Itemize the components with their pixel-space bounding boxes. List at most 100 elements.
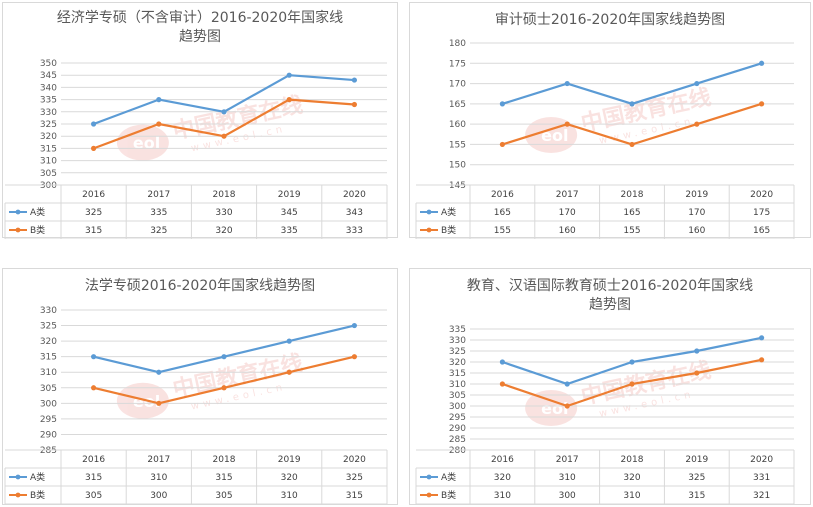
- chart-panel-economics: 经济学专硕（不含审计）2016-2020年国家线 趋势图 eol 中国教育在线 ww…: [2, 2, 398, 239]
- y-tick-label: 305: [40, 384, 57, 394]
- y-tick-label: 290: [40, 430, 57, 440]
- data-table-value: 345: [281, 208, 298, 218]
- y-tick-label: 330: [449, 336, 466, 346]
- x-tick-label: 2017: [147, 455, 170, 465]
- x-tick-label: 2020: [343, 190, 366, 200]
- chart-title: 教育、汉语国际教育硕士2016-2020年国家线 趋势图: [466, 278, 754, 313]
- y-tick-label: 335: [40, 96, 57, 106]
- chart-svg: eol 中国教育在线www.eol.cn280285290295300305310…: [415, 325, 795, 505]
- y-tick-label: 320: [40, 337, 57, 347]
- y-tick-label: 145: [449, 181, 466, 191]
- data-point: [499, 141, 505, 148]
- data-table-value: 325: [346, 473, 363, 483]
- data-point: [694, 80, 700, 87]
- legend-label: B类: [441, 489, 456, 501]
- data-table-value: 310: [559, 473, 576, 483]
- legend-key-marker: [426, 474, 432, 480]
- legend-key-marker: [15, 474, 21, 480]
- data-point: [564, 403, 570, 409]
- data-point: [351, 77, 357, 83]
- y-tick-label: 305: [449, 391, 466, 401]
- y-tick-label: 350: [40, 59, 57, 69]
- y-tick-label: 320: [40, 132, 57, 142]
- y-tick-label: 335: [449, 325, 466, 335]
- x-tick-label: 2018: [213, 190, 236, 200]
- data-point: [499, 101, 505, 107]
- x-tick-label: 2016: [82, 190, 105, 200]
- data-point: [694, 348, 700, 354]
- data-table-value: 331: [753, 473, 770, 483]
- data-table-value: 165: [753, 226, 770, 236]
- y-tick-label: 330: [40, 108, 57, 118]
- data-point: [221, 385, 227, 391]
- x-tick-label: 2017: [556, 455, 579, 465]
- x-tick-label: 2018: [213, 455, 236, 465]
- x-tick-label: 2019: [278, 455, 301, 465]
- y-tick-label: 180: [449, 39, 466, 49]
- legend-key-marker: [426, 227, 432, 233]
- legend-key-marker: [426, 209, 432, 215]
- data-point: [694, 121, 700, 127]
- y-tick-label: 295: [40, 415, 57, 425]
- data-table-value: 335: [150, 208, 167, 218]
- legend-label: A类: [30, 206, 45, 218]
- data-point: [91, 121, 97, 127]
- y-tick-label: 160: [449, 120, 466, 130]
- data-point: [91, 145, 97, 151]
- data-table-value: 315: [85, 473, 102, 483]
- y-tick-label: 300: [449, 402, 466, 412]
- y-tick-label: 320: [449, 358, 466, 368]
- svg-text:eol: eol: [133, 134, 160, 153]
- data-table-value: 310: [623, 491, 640, 501]
- data-point: [221, 354, 227, 360]
- y-tick-label: 315: [40, 144, 57, 154]
- data-point: [286, 369, 292, 375]
- data-point: [499, 359, 505, 365]
- data-table-value: 315: [85, 226, 102, 236]
- y-tick-label: 290: [449, 424, 466, 434]
- data-table-value: 310: [281, 491, 298, 501]
- data-point: [156, 369, 162, 375]
- data-table-value: 175: [753, 208, 770, 218]
- data-table-value: 325: [85, 208, 102, 218]
- y-tick-label: 315: [40, 353, 57, 363]
- chart-svg: eol 中国教育在线www.eol.cn285290295300305310315…: [4, 306, 388, 505]
- y-tick-label: 170: [449, 80, 466, 90]
- data-point: [221, 133, 227, 139]
- x-tick-label: 2018: [621, 455, 644, 465]
- data-point: [759, 357, 765, 363]
- data-table-value: 325: [688, 473, 705, 483]
- y-tick-label: 325: [40, 322, 57, 332]
- legend-key-marker: [426, 492, 432, 498]
- x-tick-label: 2020: [750, 190, 773, 200]
- data-table-value: 333: [346, 226, 363, 236]
- data-point: [286, 97, 292, 103]
- data-table-value: 315: [688, 491, 705, 501]
- y-tick-label: 305: [40, 169, 57, 179]
- y-tick-label: 325: [449, 347, 466, 357]
- data-table-value: 343: [346, 208, 363, 218]
- data-table-value: 170: [559, 208, 576, 218]
- data-table-value: 320: [215, 226, 232, 236]
- data-table-value: 315: [346, 491, 363, 501]
- chart-title: 法学专硕2016-2020年国家线趋势图: [84, 278, 316, 294]
- data-table-value: 165: [623, 208, 640, 218]
- x-tick-label: 2016: [491, 190, 514, 200]
- chart-panel-law: 法学专硕2016-2020年国家线趋势图 eol 中国教育在线 www.eol.cn…: [2, 268, 398, 505]
- x-tick-label: 2016: [491, 455, 514, 465]
- y-tick-label: 330: [40, 306, 57, 316]
- data-point: [156, 400, 162, 406]
- x-tick-label: 2017: [147, 190, 170, 200]
- legend-label: B类: [30, 224, 45, 236]
- data-table-value: 310: [494, 491, 511, 501]
- data-point: [91, 354, 97, 360]
- data-table-value: 170: [688, 208, 705, 218]
- chart-title: 审计硕士2016-2020年国家线趋势图: [494, 12, 726, 28]
- y-tick-label: 150: [449, 161, 466, 171]
- data-table-value: 165: [494, 208, 511, 218]
- data-point: [286, 72, 292, 78]
- data-point: [564, 80, 570, 87]
